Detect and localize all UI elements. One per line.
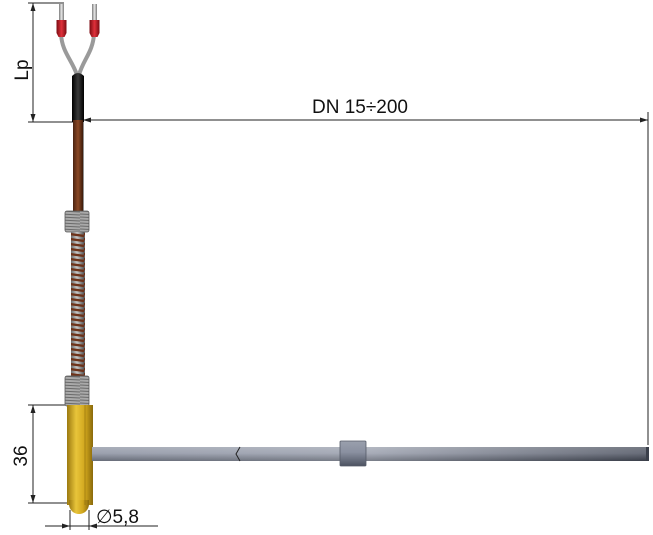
probe-diameter-arrow-right bbox=[89, 523, 97, 529]
sleeve-height-label: 36 bbox=[11, 445, 32, 466]
lp-dimension bbox=[28, 2, 76, 123]
cable-sheath bbox=[73, 120, 83, 212]
brass-sleeve bbox=[67, 405, 93, 514]
dn-arrow-left bbox=[83, 117, 91, 123]
sleeve-height-arrow-bottom bbox=[30, 495, 36, 503]
dn-arrow-right bbox=[640, 117, 648, 123]
sleeve-height-arrow-top bbox=[30, 405, 36, 413]
sleeve-height-dimension bbox=[28, 404, 70, 504]
pipe bbox=[92, 440, 649, 467]
wire-right bbox=[77, 32, 96, 77]
pipe-end bbox=[646, 447, 649, 461]
brass-sleeve-body bbox=[67, 405, 93, 505]
pipe-coupling bbox=[339, 440, 367, 467]
wire-left bbox=[59, 32, 79, 77]
heat-shrink-sleeve bbox=[72, 73, 84, 122]
dn-label: DN 15÷200 bbox=[312, 97, 408, 118]
probe-diameter-label: ∅5,8 bbox=[96, 507, 139, 528]
protective-spring bbox=[71, 232, 85, 376]
pin-right bbox=[92, 4, 97, 20]
pipe-break-mark bbox=[235, 446, 241, 462]
bottom-thread-fitting bbox=[64, 375, 90, 407]
probe-diameter-arrow-left bbox=[62, 523, 70, 529]
ferrule-left bbox=[56, 20, 67, 37]
lp-label: Lp bbox=[12, 59, 33, 80]
top-thread-fitting bbox=[64, 210, 90, 233]
dn-dimension bbox=[82, 112, 649, 445]
pipe-shading bbox=[92, 447, 649, 461]
probe-diameter-dimension bbox=[45, 510, 158, 530]
pin-left bbox=[59, 4, 64, 20]
ferrule-right bbox=[89, 20, 100, 37]
lp-arrow-bottom bbox=[30, 114, 36, 122]
wire-leads bbox=[56, 4, 100, 77]
lp-arrow-top bbox=[30, 3, 36, 11]
brass-sleeve-tip bbox=[69, 500, 89, 514]
